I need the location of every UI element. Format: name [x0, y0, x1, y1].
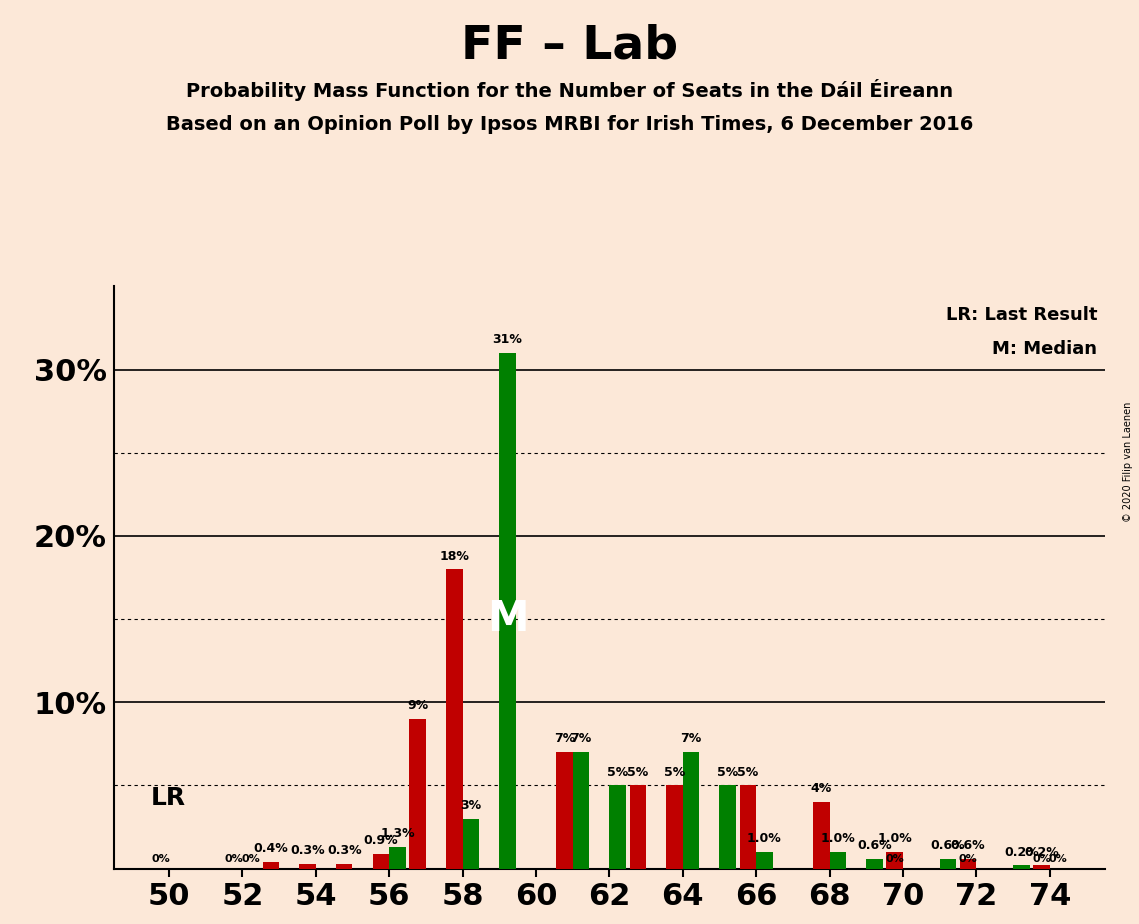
Text: 0.2%: 0.2% [1003, 845, 1039, 858]
Bar [556, 752, 573, 869]
Text: 1.0%: 1.0% [747, 833, 781, 845]
Text: 0.6%: 0.6% [931, 839, 965, 852]
Text: 1.0%: 1.0% [877, 833, 912, 845]
Bar [263, 862, 279, 869]
Text: 7%: 7% [554, 733, 575, 746]
Text: 0%: 0% [151, 855, 170, 865]
Text: 5%: 5% [607, 766, 629, 779]
Bar [829, 852, 846, 869]
Bar [462, 819, 480, 869]
Text: LR: Last Result: LR: Last Result [947, 307, 1098, 324]
Bar [630, 785, 646, 869]
Text: © 2020 Filip van Laenen: © 2020 Filip van Laenen [1123, 402, 1133, 522]
Bar [300, 864, 316, 869]
Bar [720, 785, 736, 869]
Text: 5%: 5% [718, 766, 738, 779]
Text: LR: LR [150, 786, 186, 810]
Text: 0.3%: 0.3% [327, 844, 361, 857]
Text: Probability Mass Function for the Number of Seats in the Dáil Éireann: Probability Mass Function for the Number… [186, 79, 953, 101]
Text: 1.0%: 1.0% [820, 833, 855, 845]
Bar [739, 785, 756, 869]
Bar [390, 847, 405, 869]
Text: 0%: 0% [885, 855, 904, 865]
Text: 0%: 0% [1032, 855, 1051, 865]
Bar [336, 864, 352, 869]
Text: 5%: 5% [737, 766, 759, 779]
Bar [446, 569, 462, 869]
Text: 3%: 3% [460, 799, 482, 812]
Text: 0%: 0% [959, 855, 977, 865]
Text: Based on an Opinion Poll by Ipsos MRBI for Irish Times, 6 December 2016: Based on an Opinion Poll by Ipsos MRBI f… [166, 116, 973, 135]
Text: 7%: 7% [571, 733, 591, 746]
Text: 18%: 18% [440, 550, 469, 563]
Text: 1.3%: 1.3% [380, 827, 415, 840]
Bar [372, 854, 390, 869]
Text: 4%: 4% [811, 783, 831, 796]
Bar [409, 719, 426, 869]
Bar [867, 858, 883, 869]
Bar [886, 852, 903, 869]
Text: M: M [486, 598, 528, 640]
Text: 0%: 0% [1049, 855, 1067, 865]
Text: 5%: 5% [628, 766, 648, 779]
Bar [756, 852, 772, 869]
Text: 0.4%: 0.4% [253, 843, 288, 856]
Text: 0%: 0% [241, 855, 260, 865]
Bar [499, 353, 516, 869]
Bar [609, 785, 626, 869]
Text: FF – Lab: FF – Lab [461, 23, 678, 68]
Bar [940, 858, 957, 869]
Text: 31%: 31% [492, 334, 523, 346]
Text: 9%: 9% [407, 699, 428, 712]
Bar [813, 802, 829, 869]
Bar [666, 785, 682, 869]
Bar [1013, 865, 1030, 869]
Text: 0.6%: 0.6% [951, 839, 985, 852]
Text: M: Median: M: Median [992, 340, 1098, 358]
Text: 0.6%: 0.6% [858, 839, 892, 852]
Text: 0.2%: 0.2% [1024, 845, 1059, 858]
Bar [682, 752, 699, 869]
Text: 7%: 7% [680, 733, 702, 746]
Text: 0%: 0% [224, 855, 244, 865]
Bar [573, 752, 589, 869]
Text: 0.3%: 0.3% [290, 844, 325, 857]
Text: 5%: 5% [664, 766, 686, 779]
Bar [1033, 865, 1050, 869]
Text: 0.9%: 0.9% [363, 834, 399, 847]
Bar [960, 858, 976, 869]
